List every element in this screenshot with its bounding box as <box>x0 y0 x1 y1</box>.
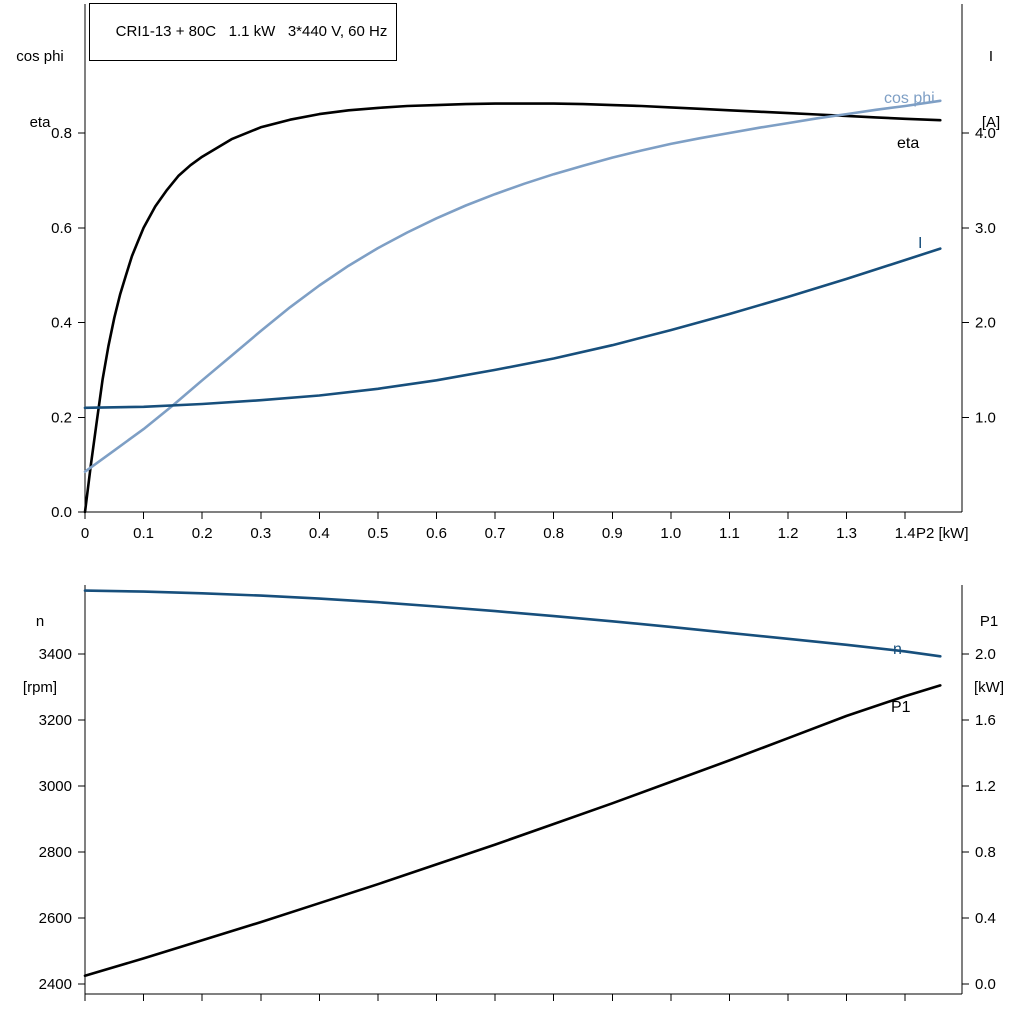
left-tick-label: 3400 <box>39 646 72 663</box>
bottom-right-axis-header: P1 [kW] <box>956 567 1022 743</box>
speed-axis-label: n <box>35 613 45 630</box>
left-tick-label: 0.2 <box>51 409 72 426</box>
x-tick-label: 1.0 <box>660 525 681 542</box>
right-tick-label: 1.6 <box>975 712 996 729</box>
eta-axis-label: eta <box>29 114 51 131</box>
left-tick-label: 0.8 <box>51 125 72 142</box>
cos-phi-curve-label: cos phi <box>884 90 935 107</box>
p1-curve <box>83 684 942 978</box>
i-curve-label: I <box>918 235 922 252</box>
chart-title: CRI1-13 + 80C 1.1 kW 3*440 V, 60 Hz <box>115 23 388 40</box>
right-tick-label: 0.4 <box>975 910 996 927</box>
ampere-unit-label: [A] <box>981 114 1001 131</box>
kw-unit-label: [kW] <box>974 679 1004 696</box>
n-curve-label: n <box>893 641 902 658</box>
bottom-left-axis-header: n [rpm] <box>1 567 79 743</box>
left-tick-label: 3200 <box>39 712 72 729</box>
left-tick-label: 2800 <box>39 844 72 861</box>
x-tick-label: 1.3 <box>836 525 857 542</box>
n-curve <box>83 589 942 658</box>
x-tick-label: 0 <box>81 525 89 542</box>
top-chart: 0.0 0.2 0.4 0.6 0.8 1.0 2.0 3.0 4.0 0 0.1 0.2 0.3 0.4… <box>51 4 996 542</box>
right-tick-label: 1.0 <box>975 409 996 426</box>
x-tick-label: 0.2 <box>192 525 213 542</box>
left-tick-label: 2600 <box>39 910 72 927</box>
left-tick-label: 0.0 <box>51 504 72 521</box>
x-tick-label: 0.5 <box>367 525 388 542</box>
x-tick-label: 0.8 <box>543 525 564 542</box>
top-right-axis-header: I [A] <box>960 2 1022 178</box>
right-tick-label: 4.0 <box>975 125 996 142</box>
x-tick-label: 0.6 <box>426 525 447 542</box>
top-left-axis-header: cos phi eta <box>1 2 79 178</box>
right-tick-label: 3.0 <box>975 220 996 237</box>
left-tick-label: 3000 <box>39 778 72 795</box>
cosphi-axis-label: cos phi <box>16 48 64 65</box>
x-tick-label: 0.3 <box>250 525 271 542</box>
right-tick-label: 2.0 <box>975 315 996 332</box>
x-tick-label: 1.1 <box>719 525 740 542</box>
p1-curve-label: P1 <box>891 699 911 716</box>
cos-phi-curve <box>83 99 942 474</box>
rpm-unit-label: [rpm] <box>22 679 58 696</box>
chart-title-box: CRI1-13 + 80C 1.1 kW 3*440 V, 60 Hz <box>89 3 398 61</box>
right-tick-label: 0.0 <box>975 976 996 993</box>
right-tick-label: 0.8 <box>975 844 996 861</box>
left-tick-label: 0.4 <box>51 315 72 332</box>
eta-curve-label: eta <box>897 135 919 152</box>
p1-axis-label: P1 <box>979 613 999 630</box>
x-tick-label: 0.4 <box>309 525 330 542</box>
x-tick-label: 0.1 <box>133 525 154 542</box>
x-tick-label: 0.7 <box>485 525 506 542</box>
eta-curve <box>83 102 942 514</box>
x-tick-label: 1.2 <box>778 525 799 542</box>
bottom-chart: 2400 2600 2800 3000 3200 3400 0.0 0.4 0.8 1.2 1.6 2… <box>39 585 996 1001</box>
current-axis-label: I <box>988 48 994 65</box>
x-axis-unit-label: P2 [kW] <box>916 525 969 542</box>
i-curve <box>83 247 942 410</box>
left-tick-label: 0.6 <box>51 220 72 237</box>
right-tick-label: 2.0 <box>975 646 996 663</box>
left-tick-label: 2400 <box>39 976 72 993</box>
right-tick-label: 1.2 <box>975 778 996 795</box>
x-tick-label: 0.9 <box>602 525 623 542</box>
x-tick-label: 1.4 <box>895 525 916 542</box>
